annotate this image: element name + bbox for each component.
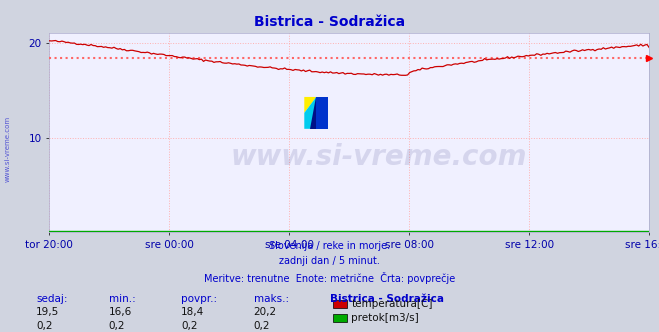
Text: 18,4: 18,4: [181, 307, 204, 317]
Text: 0,2: 0,2: [36, 321, 53, 331]
Text: Bistrica - Sodražica: Bistrica - Sodražica: [330, 294, 444, 304]
Text: pretok[m3/s]: pretok[m3/s]: [351, 313, 419, 323]
Text: 19,5: 19,5: [36, 307, 59, 317]
Text: min.:: min.:: [109, 294, 136, 304]
Text: maks.:: maks.:: [254, 294, 289, 304]
Text: 0,2: 0,2: [109, 321, 125, 331]
Text: povpr.:: povpr.:: [181, 294, 217, 304]
Polygon shape: [304, 97, 316, 113]
Text: zadnji dan / 5 minut.: zadnji dan / 5 minut.: [279, 256, 380, 266]
Text: www.si-vreme.com: www.si-vreme.com: [231, 143, 527, 171]
Text: Slovenija / reke in morje.: Slovenija / reke in morje.: [269, 241, 390, 251]
Polygon shape: [304, 97, 316, 129]
Text: Meritve: trenutne  Enote: metrične  Črta: povprečje: Meritve: trenutne Enote: metrične Črta: …: [204, 272, 455, 284]
Text: 0,2: 0,2: [181, 321, 198, 331]
Text: Bistrica - Sodražica: Bistrica - Sodražica: [254, 15, 405, 29]
Polygon shape: [310, 97, 316, 129]
Text: 20,2: 20,2: [254, 307, 277, 317]
Text: www.si-vreme.com: www.si-vreme.com: [5, 116, 11, 183]
Text: sedaj:: sedaj:: [36, 294, 68, 304]
Text: temperatura[C]: temperatura[C]: [351, 299, 433, 309]
Polygon shape: [316, 97, 328, 129]
Text: 16,6: 16,6: [109, 307, 132, 317]
Text: 0,2: 0,2: [254, 321, 270, 331]
